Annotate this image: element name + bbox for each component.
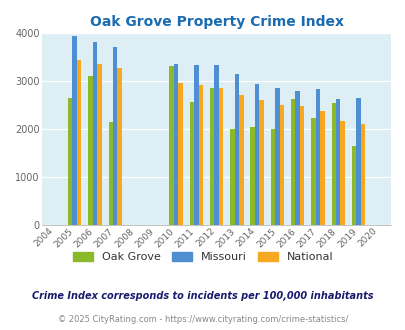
Bar [230, 128, 234, 225]
Bar [250, 127, 254, 225]
Bar [194, 65, 198, 225]
Text: Crime Index corresponds to incidents per 100,000 inhabitants: Crime Index corresponds to incidents per… [32, 291, 373, 301]
Bar [117, 68, 121, 225]
Bar [315, 89, 320, 225]
Bar [209, 88, 214, 225]
Bar [355, 98, 360, 225]
Bar [360, 124, 364, 225]
Bar [108, 122, 113, 225]
Bar [340, 121, 344, 225]
Bar [299, 107, 304, 225]
Bar [218, 88, 223, 225]
Title: Oak Grove Property Crime Index: Oak Grove Property Crime Index [90, 15, 343, 29]
Bar [239, 95, 243, 225]
Bar [173, 64, 178, 225]
Bar [331, 103, 335, 225]
Bar [92, 42, 97, 225]
Bar [169, 66, 173, 225]
Bar [77, 60, 81, 225]
Bar [214, 65, 218, 225]
Bar [351, 146, 355, 225]
Bar [97, 64, 101, 225]
Bar [311, 118, 315, 225]
Bar [68, 98, 72, 225]
Bar [320, 111, 324, 225]
Bar [270, 129, 275, 225]
Bar [335, 99, 340, 225]
Bar [295, 90, 299, 225]
Bar [178, 83, 182, 225]
Text: © 2025 CityRating.com - https://www.cityrating.com/crime-statistics/: © 2025 CityRating.com - https://www.city… [58, 315, 347, 324]
Bar [189, 102, 194, 225]
Bar [290, 99, 295, 225]
Bar [113, 47, 117, 225]
Bar [254, 84, 259, 225]
Bar [259, 100, 263, 225]
Bar [198, 85, 202, 225]
Legend: Oak Grove, Missouri, National: Oak Grove, Missouri, National [68, 248, 337, 267]
Bar [279, 105, 283, 225]
Bar [234, 74, 239, 225]
Bar [275, 88, 279, 225]
Bar [72, 36, 77, 225]
Bar [88, 76, 92, 225]
